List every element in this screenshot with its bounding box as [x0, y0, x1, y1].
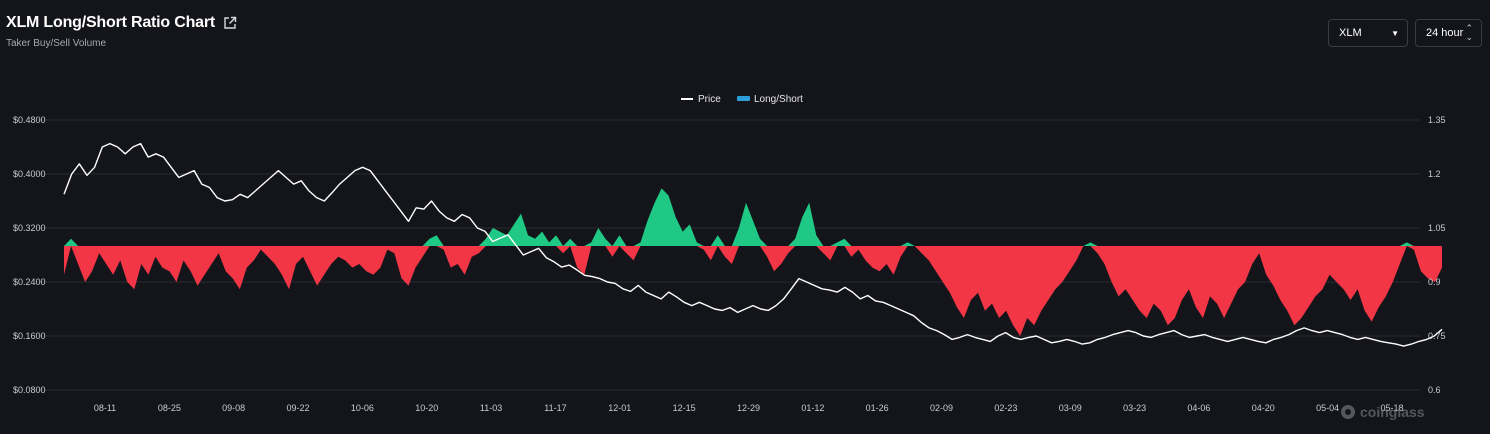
chart-subtitle: Taker Buy/Sell Volume: [6, 38, 107, 49]
right-axis-tick: 0.75: [1428, 331, 1446, 341]
sort-updown-icon: ⌃ ⌄: [1465, 23, 1473, 42]
left-axis: $0.4800 $0.4000 $0.3200 $0.2400 $0.1600 $0.08…: [13, 115, 46, 395]
coinglass-watermark: coinglass: [1340, 404, 1425, 420]
legend-ratio-swatch: [737, 96, 750, 101]
left-axis-tick: $0.1600: [13, 331, 46, 341]
price-line-group: [63, 142, 1443, 347]
x-axis-tick: 02-09: [930, 403, 953, 413]
right-axis-tick: 1.2: [1428, 169, 1441, 179]
right-axis-tick: 0.9: [1428, 277, 1441, 287]
chart-header: XLM Long/Short Ratio Chart Taker Buy/Sel…: [6, 14, 237, 49]
left-axis-tick: $0.3200: [13, 223, 46, 233]
x-axis-tick: 09-22: [287, 403, 310, 413]
x-axis-tick: 05-18: [1380, 403, 1403, 413]
x-axis-tick: 04-20: [1252, 403, 1275, 413]
x-axis-tick: 12-01: [608, 403, 631, 413]
period-select[interactable]: 24 hour ⌃ ⌄: [1415, 19, 1482, 47]
left-axis-tick: $0.4000: [13, 169, 46, 179]
chevron-down-icon: ▼: [1391, 28, 1399, 38]
chart-controls: XLM ▼ 24 hour ⌃ ⌄: [1328, 19, 1482, 47]
x-axis-tick: 03-23: [1123, 403, 1146, 413]
right-axis-tick: 0.6: [1428, 385, 1441, 395]
x-axis-tick: 10-06: [351, 403, 374, 413]
x-axis-tick: 12-15: [673, 403, 696, 413]
x-axis-tick: 04-06: [1187, 403, 1210, 413]
x-axis-tick: 05-04: [1316, 403, 1339, 413]
x-axis-tick: 11-03: [480, 403, 502, 413]
chart-legend: Price Long/Short: [681, 94, 803, 105]
x-axis: 08-11 08-25 09-08 09-22 10-06 10-20 11-03 11-17…: [94, 403, 1404, 413]
x-axis-tick: 12-29: [737, 403, 760, 413]
coin-select-value: XLM: [1339, 27, 1362, 39]
coin-select[interactable]: XLM ▼: [1328, 19, 1408, 47]
legend-ratio-label: Long/Short: [754, 94, 803, 105]
short-area: [64, 246, 1442, 336]
x-axis-tick: 01-12: [801, 403, 824, 413]
right-axis-tick: 1.05: [1428, 223, 1446, 233]
x-axis-tick: 11-17: [544, 403, 566, 413]
ratio-area: [64, 188, 1442, 336]
x-axis-tick: 09-08: [222, 403, 245, 413]
right-axis-tick: 1.35: [1428, 115, 1446, 125]
x-axis-tick: 01-26: [866, 403, 889, 413]
coinglass-logo-icon: [1341, 405, 1355, 419]
external-link-icon[interactable]: [223, 16, 237, 30]
long-area: [64, 188, 1442, 246]
x-axis-tick: 02-23: [994, 403, 1017, 413]
left-axis-tick: $0.0800: [13, 385, 46, 395]
x-axis-tick: 10-20: [415, 403, 438, 413]
watermark-text: coinglass: [1360, 404, 1425, 420]
price-line: [63, 142, 1443, 347]
left-axis-tick: $0.2400: [13, 277, 46, 287]
legend-price-label: Price: [698, 94, 721, 105]
left-axis-tick: $0.4800: [13, 115, 46, 125]
x-axis-tick: 08-25: [158, 403, 181, 413]
page-title: XLM Long/Short Ratio Chart: [6, 14, 216, 31]
right-axis: 1.35 1.2 1.05 0.9 0.75 0.6: [1428, 115, 1446, 395]
x-axis-tick: 08-11: [94, 403, 116, 413]
x-axis-tick: 03-09: [1059, 403, 1082, 413]
period-select-value: 24 hour: [1426, 27, 1464, 39]
